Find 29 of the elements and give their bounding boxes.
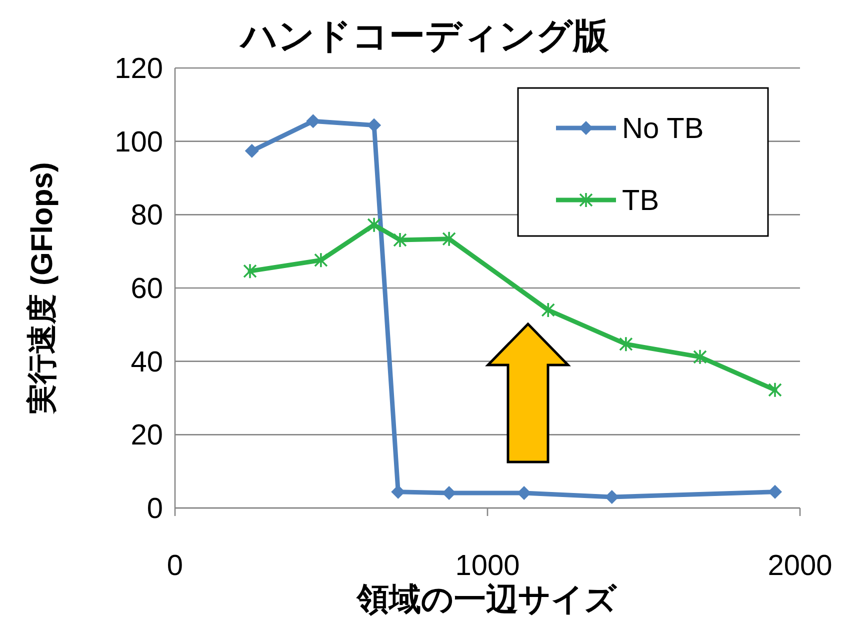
y-tick-label: 60 (130, 273, 163, 305)
point (391, 484, 406, 499)
point (314, 252, 328, 268)
point (367, 118, 382, 132)
y-axis-title: 実行速度 (GFlops) (25, 162, 59, 415)
y-tick-label: 0 (146, 493, 163, 525)
y-tick-label: 20 (130, 420, 163, 452)
y-tick-label: 80 (130, 200, 163, 232)
point (393, 232, 407, 248)
legend-label: TB (622, 185, 660, 217)
y-tick-label: 40 (130, 346, 163, 378)
x-axis-title: 領域の一辺サイズ (356, 581, 618, 617)
point (367, 217, 381, 233)
x-tick-label: 2000 (768, 550, 832, 582)
point (541, 302, 556, 318)
y-tick-label: 100 (114, 126, 163, 158)
point (768, 382, 782, 398)
point (442, 230, 456, 247)
point (619, 336, 633, 352)
point (768, 484, 782, 499)
point (693, 349, 707, 365)
point (306, 114, 320, 128)
legend-label: No TB (622, 113, 704, 145)
x-tick-label: 0 (166, 550, 184, 582)
y-tick-label: 120 (114, 53, 163, 85)
point (243, 263, 257, 280)
point (244, 144, 259, 158)
chart-title: ハンドコーディング版 (239, 15, 610, 56)
x-tick-label: 1000 (455, 550, 520, 582)
